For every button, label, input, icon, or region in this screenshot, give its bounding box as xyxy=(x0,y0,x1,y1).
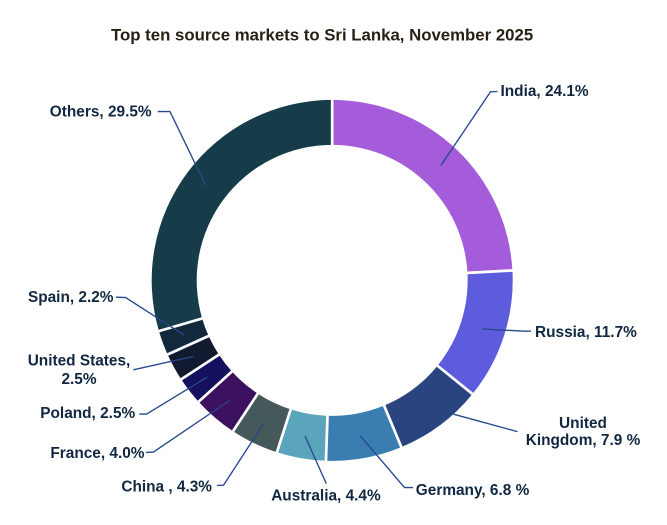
svg-text:Spain, 2.2%: Spain, 2.2% xyxy=(28,289,114,306)
svg-text:Poland, 2.5%: Poland, 2.5% xyxy=(40,405,135,422)
svg-text:China , 4.3%: China , 4.3% xyxy=(121,479,212,496)
svg-text:Germany, 6.8 %: Germany, 6.8 % xyxy=(416,482,530,499)
svg-text:India, 24.1%: India, 24.1% xyxy=(501,83,589,100)
svg-text:United States,: United States, xyxy=(28,352,131,369)
svg-text:Kingdom, 7.9 %: Kingdom, 7.9 % xyxy=(526,432,641,449)
svg-text:France, 4.0%: France, 4.0% xyxy=(50,445,144,462)
svg-text:United: United xyxy=(559,415,607,432)
svg-text:2.5%: 2.5% xyxy=(61,371,96,388)
svg-text:Australia, 4.4%: Australia, 4.4% xyxy=(271,488,381,505)
svg-text:Others, 29.5%: Others, 29.5% xyxy=(50,104,152,121)
svg-text:Top ten source markets to Sri: Top ten source markets to Sri Lanka, Nov… xyxy=(111,26,533,45)
svg-text:Russia, 11.7%: Russia, 11.7% xyxy=(535,324,637,341)
